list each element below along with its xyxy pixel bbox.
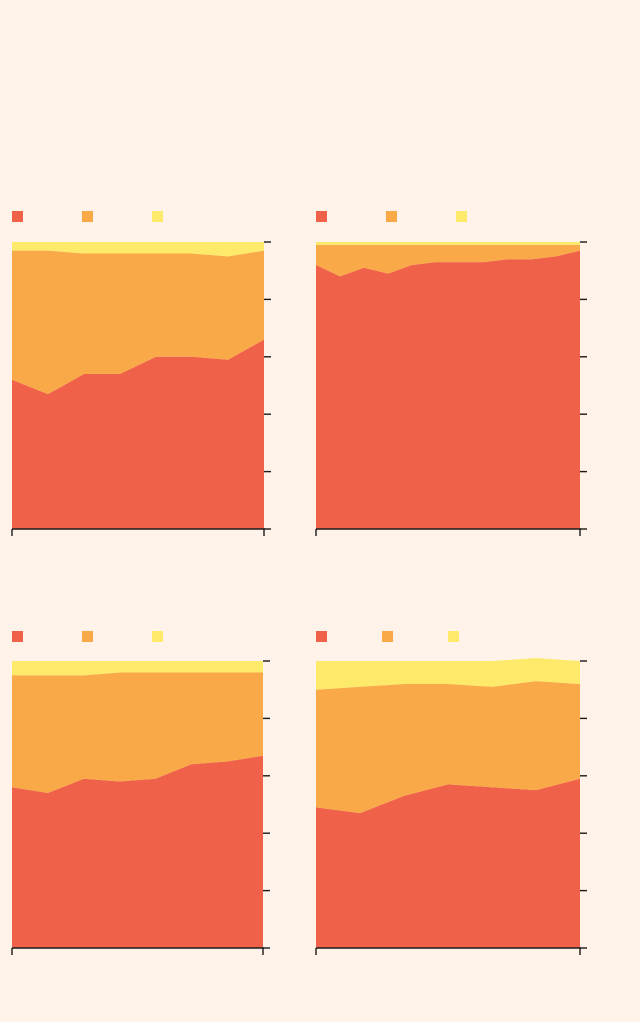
- area-series-1: [12, 755, 263, 948]
- legend-swatch: [448, 631, 459, 642]
- legend-swatch: [316, 211, 327, 222]
- legend-swatch: [82, 211, 93, 222]
- area-series-2: [12, 672, 263, 793]
- legend-item-2: [82, 631, 93, 642]
- legend-item-2: [82, 211, 93, 222]
- legend-swatch: [382, 631, 393, 642]
- legend-item-1: [12, 631, 23, 642]
- area-series-3: [316, 658, 580, 690]
- legend-item-3: [456, 211, 467, 222]
- area-series-2: [316, 244, 580, 277]
- chart-panel-4: [315, 631, 587, 955]
- legend-swatch: [12, 631, 23, 642]
- legend-item-1: [316, 631, 327, 642]
- legend-item-2: [386, 211, 397, 222]
- area-series-1: [12, 339, 264, 529]
- area-series-3: [316, 242, 580, 245]
- area-series-3: [12, 242, 264, 257]
- legend-swatch: [12, 211, 23, 222]
- area-series-3: [12, 661, 263, 676]
- legend-item-2: [382, 631, 393, 642]
- legend-swatch: [456, 211, 467, 222]
- chart-panel-3: [11, 631, 270, 955]
- legend-swatch: [152, 631, 163, 642]
- legend-item-1: [316, 211, 327, 222]
- chart-panel-2: [315, 211, 587, 536]
- legend-swatch: [82, 631, 93, 642]
- area-series-1: [316, 250, 580, 529]
- legend-swatch: [316, 631, 327, 642]
- legend-item-3: [152, 211, 163, 222]
- legend-swatch: [152, 211, 163, 222]
- area-series-2: [316, 681, 580, 814]
- legend-item-3: [152, 631, 163, 642]
- area-series-2: [12, 250, 264, 395]
- legend-item-1: [12, 211, 23, 222]
- area-series-1: [316, 778, 580, 948]
- legend-swatch: [386, 211, 397, 222]
- legend-item-3: [448, 631, 459, 642]
- chart-panel-1: [11, 211, 271, 536]
